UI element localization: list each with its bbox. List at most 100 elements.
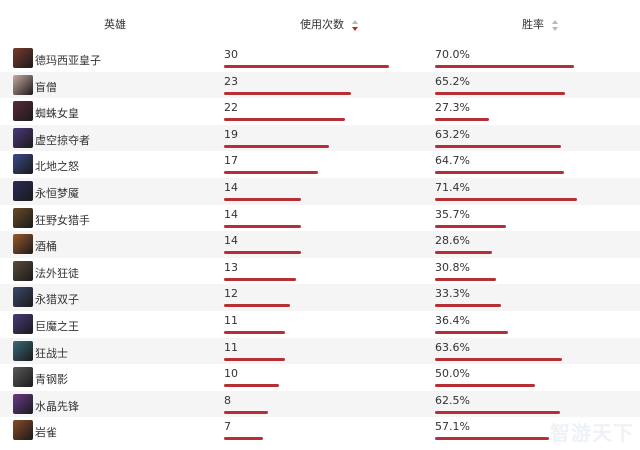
- hero-portrait-icon: [13, 420, 33, 441]
- hero-name: 德玛西亚皇子: [35, 54, 101, 67]
- winrate-value: 28.6%: [435, 234, 470, 248]
- uses-count: 22: [224, 101, 238, 115]
- column-header-uses[interactable]: 使用次数: [300, 16, 359, 32]
- uses-bar: [224, 65, 389, 68]
- hero-portrait-icon: [13, 234, 33, 255]
- uses-bar: [224, 304, 290, 308]
- hero-portrait-icon: [13, 207, 33, 228]
- hero-portrait-icon: [13, 313, 33, 334]
- uses-bar: [224, 437, 263, 441]
- column-header-winrate-label: 胜率: [522, 18, 544, 31]
- hero-name: 盲僧: [35, 80, 57, 94]
- hero-name: 巨魔之王: [35, 319, 79, 333]
- winrate-bar: [435, 277, 496, 281]
- table-row: 水晶先锋 8 62.5%: [0, 390, 640, 418]
- uses-bar: [224, 224, 301, 228]
- table-body: 德玛西亚皇子 30 70.0% 盲僧 23 65.2% 蜘蛛女皇 22 27.3% 虚空掠夺者 19…: [0, 45, 640, 444]
- winrate-value: 27.3%: [435, 101, 470, 115]
- hero-portrait-icon: [13, 367, 33, 388]
- uses-count: 19: [224, 127, 238, 141]
- uses-bar: [224, 197, 301, 201]
- winrate-bar: [435, 144, 561, 148]
- hero-portrait-icon: [13, 287, 33, 308]
- hero-portrait-icon: [13, 101, 33, 122]
- table-row: 狂野女猎手 14 35.7%: [0, 205, 640, 232]
- winrate-bar: [435, 251, 492, 255]
- hero-name: 酒桶: [35, 240, 57, 254]
- table-row: 法外狂徒 13 30.8%: [0, 258, 640, 285]
- winrate-value: 70.0%: [435, 48, 470, 61]
- uses-bar: [224, 144, 329, 148]
- table-row: 蜘蛛女皇 22 27.3%: [0, 98, 640, 125]
- hero-portrait-icon: [13, 74, 33, 95]
- table-row: 盲僧 23 65.2%: [0, 71, 640, 99]
- uses-bar: [224, 118, 345, 122]
- uses-count: 23: [224, 74, 238, 88]
- winrate-value: 65.2%: [435, 74, 470, 88]
- hero-name: 水晶先锋: [35, 399, 79, 413]
- uses-count: 12: [224, 287, 238, 301]
- table-row: 北地之怒 17 64.7%: [0, 151, 640, 178]
- uses-count: 7: [224, 420, 231, 434]
- column-header-uses-label: 使用次数: [300, 18, 344, 31]
- uses-bar: [224, 330, 285, 334]
- column-header-winrate[interactable]: 胜率: [522, 16, 559, 32]
- uses-count: 11: [224, 340, 238, 354]
- table-row: 德玛西亚皇子 30 70.0%: [0, 45, 640, 72]
- winrate-bar: [435, 224, 506, 228]
- hero-portrait-icon: [13, 260, 33, 281]
- uses-bar: [224, 277, 296, 281]
- hero-name: 岩雀: [35, 426, 57, 440]
- table-header: 英雄 使用次数 胜率: [0, 0, 640, 44]
- winrate-value: 57.1%: [435, 420, 470, 434]
- winrate-value: 64.7%: [435, 154, 470, 168]
- winrate-value: 30.8%: [435, 260, 470, 274]
- uses-bar: [224, 91, 351, 95]
- sort-icon[interactable]: [551, 19, 559, 31]
- winrate-bar: [435, 65, 574, 68]
- winrate-bar: [435, 171, 564, 175]
- table-row: 青钢影 10 50.0%: [0, 364, 640, 391]
- winrate-value: 62.5%: [435, 393, 470, 407]
- table-row: 永恒梦魇 14 71.4%: [0, 177, 640, 205]
- table-row: 巨魔之王 11 36.4%: [0, 311, 640, 338]
- hero-name: 狂野女猎手: [35, 213, 90, 227]
- table-row: 虚空掠夺者 19 63.2%: [0, 124, 640, 152]
- hero-portrait-icon: [13, 180, 33, 201]
- hero-name: 狂战士: [35, 346, 68, 360]
- hero-name: 虚空掠夺者: [35, 133, 90, 147]
- uses-count: 13: [224, 260, 238, 274]
- winrate-bar: [435, 357, 562, 361]
- winrate-bar: [435, 384, 535, 388]
- winrate-bar: [435, 91, 565, 95]
- hero-name: 永恒梦魇: [35, 186, 79, 200]
- hero-portrait-icon: [13, 154, 33, 175]
- hero-name: 永猎双子: [35, 293, 79, 307]
- winrate-value: 63.2%: [435, 127, 470, 141]
- uses-bar: [224, 171, 318, 175]
- table-row: 永猎双子 12 33.3%: [0, 284, 640, 311]
- winrate-value: 63.6%: [435, 340, 470, 354]
- sort-desc-icon[interactable]: [351, 19, 359, 31]
- uses-count: 30: [224, 48, 238, 61]
- hero-name: 北地之怒: [35, 160, 79, 174]
- uses-bar: [224, 251, 301, 255]
- hero-portrait-icon: [13, 340, 33, 361]
- table-row: 岩雀 7 57.1%: [0, 417, 640, 444]
- column-header-hero-label: 英雄: [104, 18, 126, 31]
- column-header-hero: 英雄: [104, 16, 126, 32]
- table-row: 狂战士 11 63.6%: [0, 337, 640, 365]
- winrate-value: 71.4%: [435, 180, 470, 194]
- uses-count: 14: [224, 207, 238, 221]
- winrate-value: 35.7%: [435, 207, 470, 221]
- uses-count: 10: [224, 367, 238, 381]
- uses-count: 14: [224, 180, 238, 194]
- uses-count: 17: [224, 154, 238, 168]
- uses-bar: [224, 410, 268, 414]
- hero-name: 蜘蛛女皇: [35, 107, 79, 121]
- winrate-value: 33.3%: [435, 287, 470, 301]
- uses-count: 14: [224, 234, 238, 248]
- winrate-value: 36.4%: [435, 313, 470, 327]
- winrate-bar: [435, 304, 501, 308]
